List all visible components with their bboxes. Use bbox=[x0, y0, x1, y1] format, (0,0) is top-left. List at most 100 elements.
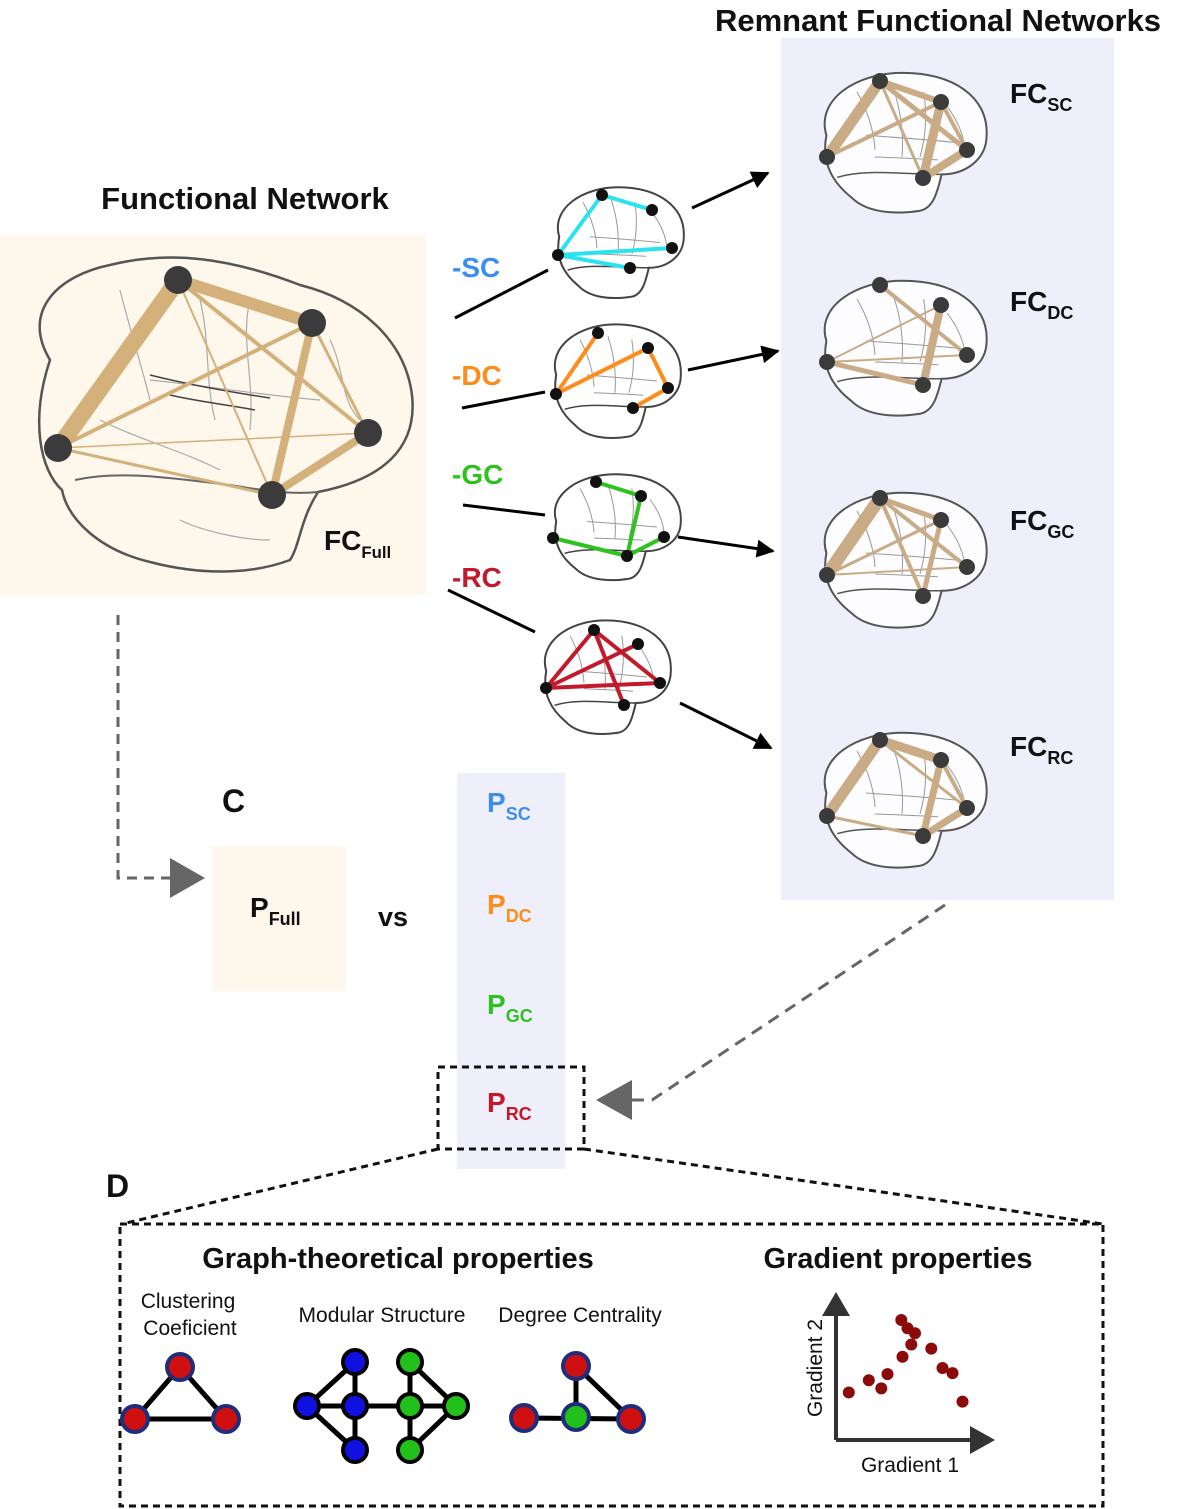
node bbox=[662, 382, 674, 394]
modular-structure-label: Modular Structure bbox=[299, 1304, 466, 1327]
fc-full-label: FCFull bbox=[324, 525, 391, 562]
edge bbox=[592, 629, 626, 706]
brain-sulcus bbox=[865, 552, 957, 561]
edge bbox=[918, 97, 946, 183]
node bbox=[915, 377, 931, 393]
edge bbox=[878, 283, 969, 357]
node bbox=[547, 532, 559, 544]
node bbox=[298, 309, 326, 337]
node bbox=[872, 732, 888, 748]
node bbox=[354, 419, 382, 447]
node bbox=[540, 682, 552, 694]
brain-sulcus bbox=[593, 537, 644, 541]
remnant-brain-rc bbox=[819, 731, 988, 869]
removal-connectors bbox=[447, 171, 780, 750]
edge bbox=[545, 681, 661, 690]
edge bbox=[592, 628, 662, 685]
node-green bbox=[396, 1392, 424, 1420]
edge bbox=[826, 304, 942, 363]
edge bbox=[557, 246, 673, 257]
fc-dc-label: FCDC bbox=[1010, 286, 1073, 323]
node bbox=[258, 481, 286, 509]
clustering-graph bbox=[120, 1352, 241, 1434]
node bbox=[819, 354, 835, 370]
edge bbox=[177, 279, 273, 496]
zoom-line-right bbox=[583, 1147, 1104, 1226]
edge bbox=[920, 517, 944, 599]
node bbox=[915, 588, 931, 604]
edge bbox=[595, 480, 642, 498]
node bbox=[959, 142, 975, 158]
brain-outline bbox=[556, 186, 685, 300]
node bbox=[588, 624, 600, 636]
scatter-point bbox=[909, 1327, 921, 1340]
edge bbox=[826, 354, 968, 363]
gradient-properties-title: Gradient properties bbox=[763, 1243, 1032, 1275]
p-rc-highlight-box bbox=[436, 1065, 586, 1151]
edge bbox=[919, 301, 945, 389]
brain-fold bbox=[567, 265, 649, 271]
node bbox=[618, 699, 630, 711]
node bbox=[635, 490, 647, 502]
node-green-central bbox=[561, 1402, 591, 1432]
node bbox=[933, 752, 949, 768]
arrow-sc bbox=[691, 171, 770, 210]
brain-sulcus bbox=[856, 91, 876, 150]
panel-d-letter: D bbox=[106, 1168, 129, 1204]
scatter-point bbox=[946, 1367, 959, 1380]
brain-sulcus bbox=[649, 499, 665, 533]
brain-sulcus bbox=[607, 485, 616, 539]
brain-sulcus bbox=[856, 750, 876, 808]
edge bbox=[877, 78, 970, 153]
p-sc-label: PSC bbox=[487, 787, 531, 824]
scatter-point bbox=[936, 1362, 949, 1374]
edge bbox=[919, 146, 971, 182]
edge bbox=[632, 386, 669, 410]
node-red bbox=[165, 1352, 195, 1382]
node bbox=[666, 242, 678, 254]
remnant-brains bbox=[819, 71, 988, 869]
dashed-path-right bbox=[632, 903, 946, 1102]
node bbox=[933, 94, 949, 110]
removed-edges-brain-dc bbox=[550, 323, 682, 439]
brain-sulcus bbox=[628, 339, 634, 393]
full-brain-outline bbox=[38, 256, 414, 573]
node-blue bbox=[341, 1392, 369, 1420]
panel-c-letter: C bbox=[222, 783, 245, 819]
edge bbox=[877, 495, 944, 523]
edge bbox=[625, 495, 643, 557]
p-gc-label: PGC bbox=[487, 989, 533, 1026]
edge bbox=[825, 518, 943, 577]
node bbox=[933, 297, 949, 313]
vs-label: vs bbox=[378, 902, 408, 932]
scatter-point bbox=[881, 1368, 894, 1381]
arrow-rc bbox=[679, 701, 773, 750]
node-red bbox=[561, 1351, 591, 1381]
node bbox=[654, 677, 666, 689]
node-green bbox=[396, 1348, 424, 1376]
brain-sulcus bbox=[589, 236, 661, 243]
node-blue bbox=[293, 1392, 321, 1420]
small-brains bbox=[540, 186, 685, 735]
edge bbox=[49, 271, 187, 457]
brain-sulcus bbox=[586, 521, 658, 528]
brain-sulcus bbox=[865, 134, 957, 143]
fc-gc-label: FCGC bbox=[1010, 505, 1074, 542]
node bbox=[164, 266, 192, 294]
removed-edges-brain-sc bbox=[552, 186, 685, 300]
remnant-brain-sc bbox=[819, 71, 988, 214]
node bbox=[624, 262, 636, 274]
node bbox=[627, 402, 639, 414]
p-full-panel bbox=[212, 846, 346, 991]
remove-dc-label: -DC bbox=[452, 360, 502, 391]
p-rc-label: PRC bbox=[487, 1087, 532, 1124]
brain-sulcus bbox=[583, 688, 634, 692]
p-dc-label: PDC bbox=[487, 889, 532, 926]
node bbox=[592, 327, 604, 339]
edge bbox=[601, 193, 653, 212]
brain-sulcus bbox=[865, 792, 957, 801]
scatter-points bbox=[842, 1314, 969, 1408]
brain-sulcus bbox=[892, 294, 903, 363]
brain-sulcus bbox=[874, 813, 939, 818]
node bbox=[550, 388, 562, 400]
